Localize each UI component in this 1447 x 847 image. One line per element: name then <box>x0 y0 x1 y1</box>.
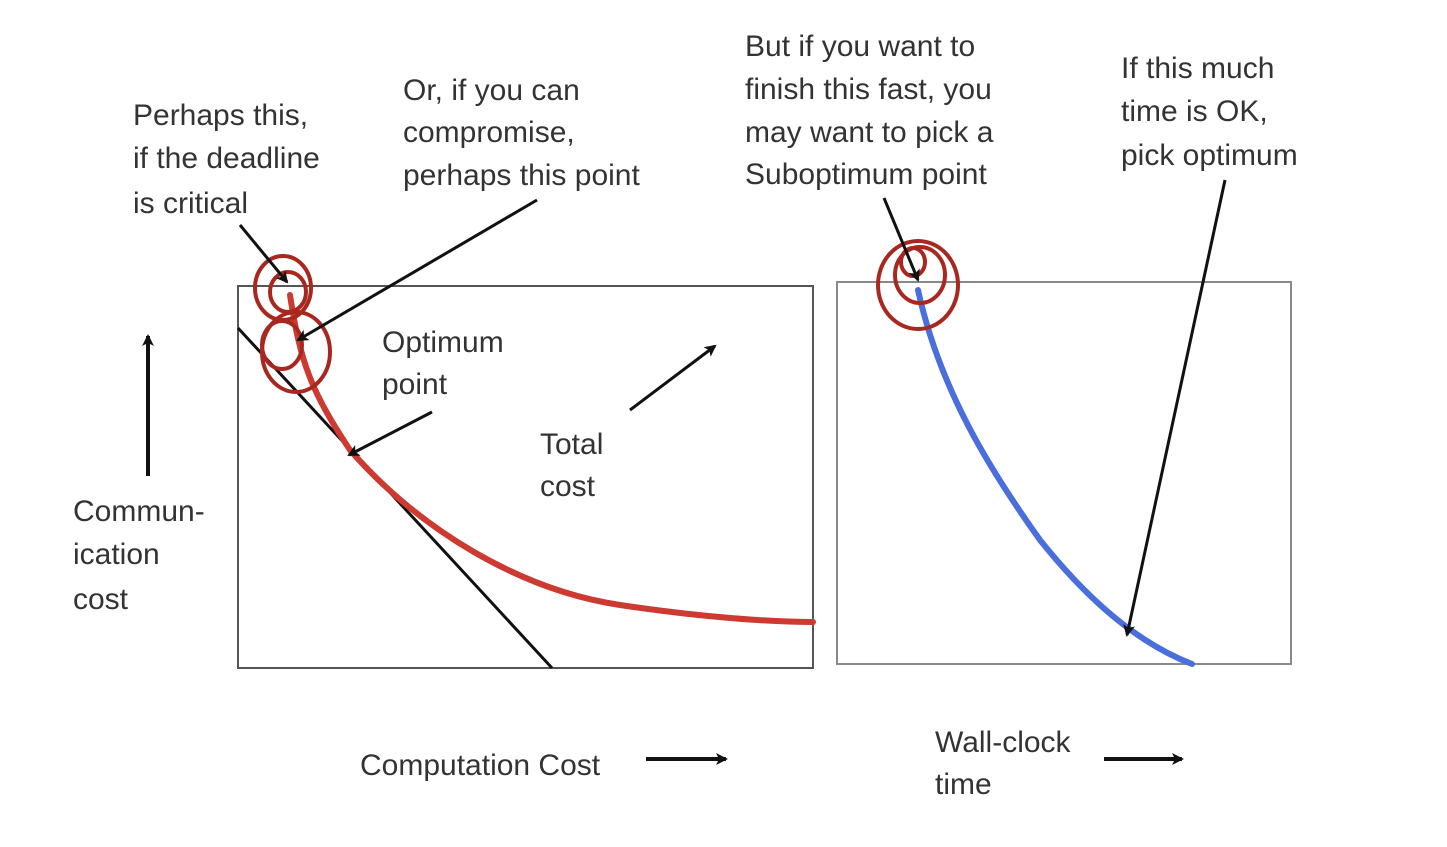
y-axis-label: Commun- ication cost <box>73 495 213 616</box>
total-cost-label: Total cost <box>540 428 612 503</box>
suboptimum-point-circle <box>876 239 960 331</box>
wall-clock-axis-label: Wall-clock time <box>935 726 1079 801</box>
left-plot-frame <box>237 285 814 669</box>
deadline-annotation: Perhaps this, if the deadline is critica… <box>133 99 328 220</box>
wall-clock-time-curve <box>915 287 1195 667</box>
right-plot-frame <box>836 281 1292 665</box>
total-cost-arrow <box>629 344 717 412</box>
optimum-time-arrow <box>1123 179 1227 637</box>
compromise-annotation: Or, if you can compromise, perhaps this … <box>403 74 640 192</box>
deadline-arrow <box>238 224 289 284</box>
optimum-arrow <box>347 410 433 457</box>
total-cost-curve <box>287 292 816 625</box>
suboptimum-annotation: But if you want to finish this fast, you… <box>745 30 1002 191</box>
deadline-point-circle <box>253 254 313 322</box>
compromise-arrow <box>296 198 538 342</box>
compromise-point-circle <box>260 310 332 394</box>
suboptimum-arrow <box>882 197 920 282</box>
optimum-point-label: Optimum point <box>382 326 512 401</box>
optimum-time-annotation: If this much time is OK, pick optimum <box>1121 52 1298 172</box>
x-axis-label: Computation Cost <box>360 749 601 782</box>
